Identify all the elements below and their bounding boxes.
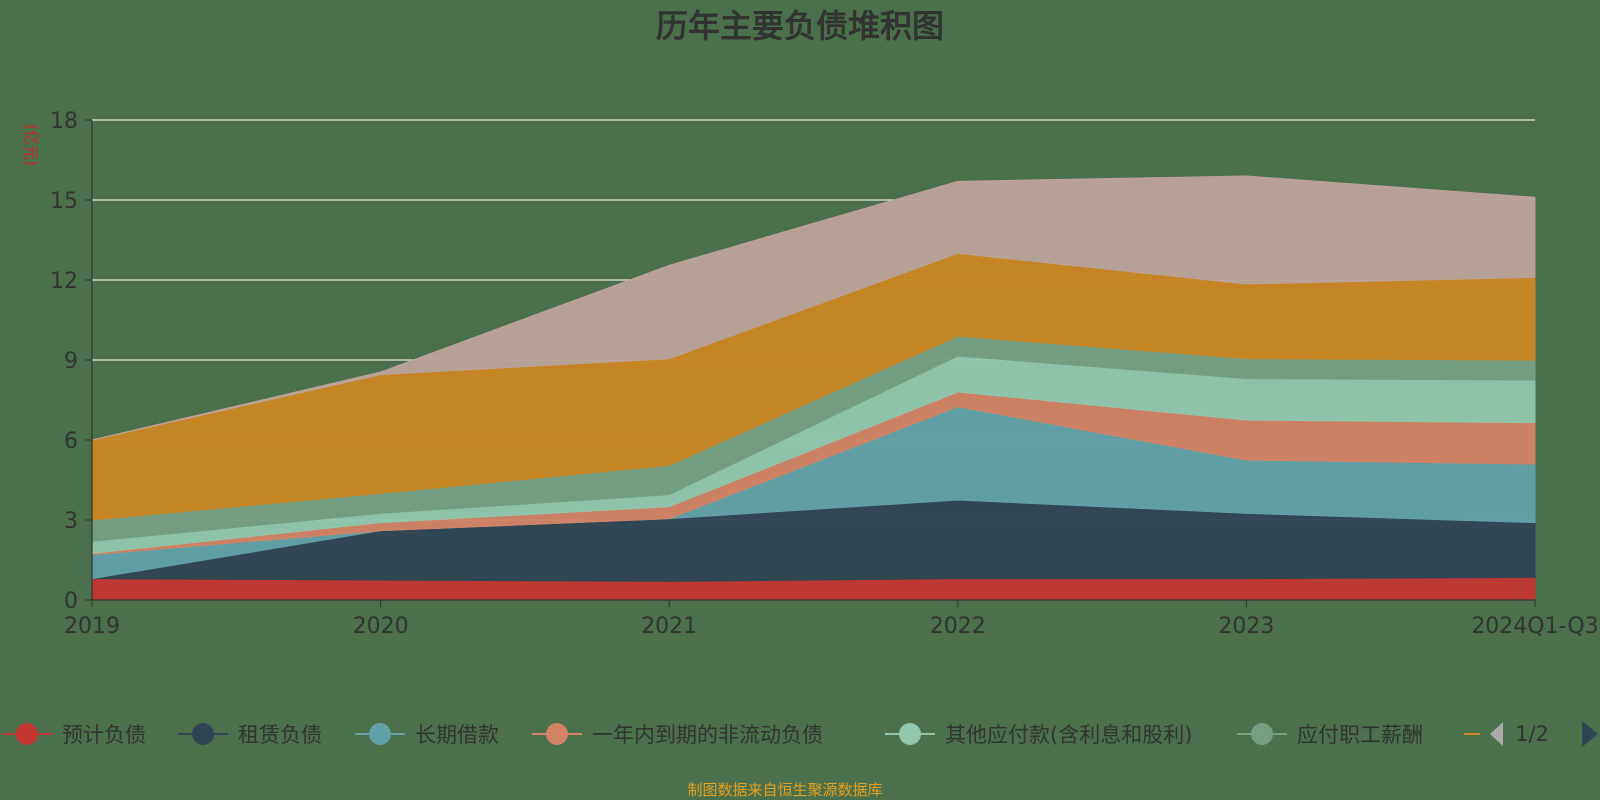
data-source-note: 制图数据来自恒生聚源数据库 — [687, 781, 882, 799]
legend-marker-icon — [16, 723, 38, 745]
x-tick-label: 2020 — [353, 614, 409, 639]
y-tick-label: 0 — [64, 589, 78, 614]
chart-title: 历年主要负债堆积图 — [656, 7, 944, 45]
y-axis-unit-label: (亿元) — [22, 124, 40, 166]
legend-item[interactable]: 一年内到期的非流动负债 — [532, 723, 823, 747]
legend-marker-icon — [546, 723, 568, 745]
legend-next-page-icon[interactable] — [1582, 721, 1598, 747]
axes: 0 3 6 9 12 15 18 2019 2020 2021 2022 2023 2024Q1-Q3 — [50, 109, 1599, 639]
legend-item[interactable]: 预计负债 — [2, 723, 146, 747]
legend-label: 一年内到期的非流动负债 — [592, 723, 823, 747]
legend-prev-page-icon[interactable] — [1490, 722, 1503, 746]
legend: 预计负债 租赁负债 长期借款 一年内到期的非流动负债 其他应付款(含利息和股利) 应付职工… — [2, 721, 1598, 747]
legend-item[interactable]: 其他应付款(含利息和股利) — [885, 723, 1192, 747]
legend-item[interactable]: 长期借款 — [355, 723, 499, 747]
legend-marker-icon — [1251, 723, 1273, 745]
area-series-8 — [91, 175, 1536, 441]
y-tick-label: 3 — [64, 509, 78, 534]
area-series-1 — [91, 576, 1536, 601]
area-series — [91, 175, 1536, 601]
x-tick-label: 2019 — [64, 614, 120, 639]
legend-label: 其他应付款(含利息和股利) — [945, 723, 1192, 747]
x-tick-label: 2021 — [641, 614, 697, 639]
legend-label: 预计负债 — [62, 723, 146, 747]
legend-label: 应付职工薪酬 — [1297, 723, 1423, 747]
y-tick-label: 15 — [50, 189, 78, 214]
legend-marker-icon — [899, 723, 921, 745]
legend-marker-icon — [192, 723, 214, 745]
legend-label: 租赁负债 — [238, 723, 322, 747]
y-tick-label: 6 — [64, 429, 78, 454]
legend-label: 长期借款 — [415, 723, 499, 747]
legend-marker-icon — [369, 723, 391, 745]
legend-item[interactable]: 租赁负债 — [178, 723, 322, 747]
legend-page-indicator: 1/2 — [1515, 722, 1549, 746]
y-tick-label: 9 — [64, 349, 78, 374]
x-tick-label: 2022 — [930, 614, 986, 639]
x-tick-label: 2023 — [1218, 614, 1274, 639]
y-tick-label: 18 — [50, 109, 78, 134]
y-tick-label: 12 — [50, 269, 78, 294]
legend-item[interactable]: 应付职工薪酬 — [1237, 723, 1423, 747]
x-tick-label: 2024Q1-Q3 — [1471, 614, 1598, 639]
